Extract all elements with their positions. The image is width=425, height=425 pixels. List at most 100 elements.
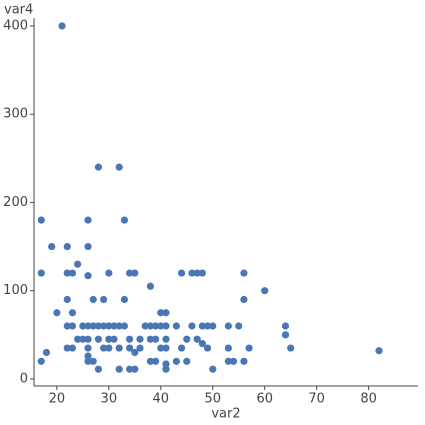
x-tick-label: 70: [308, 392, 325, 407]
point: [375, 347, 383, 355]
point: [37, 357, 45, 365]
point: [198, 340, 206, 348]
point: [84, 344, 92, 352]
point: [183, 357, 191, 365]
point: [131, 365, 139, 373]
point: [157, 322, 165, 330]
point: [172, 322, 180, 330]
x-tick-label: 20: [49, 392, 66, 407]
point: [53, 309, 61, 317]
point: [94, 322, 103, 330]
point: [198, 322, 206, 330]
point: [68, 269, 77, 277]
point: [151, 322, 160, 330]
point: [37, 216, 45, 224]
point: [162, 322, 170, 330]
point: [172, 357, 180, 365]
point: [63, 269, 71, 277]
point: [74, 260, 82, 268]
point: [141, 322, 149, 330]
point: [151, 335, 160, 343]
point: [126, 335, 134, 343]
point: [94, 365, 103, 373]
point: [68, 309, 77, 317]
point: [126, 365, 134, 373]
point: [224, 357, 232, 365]
point: [203, 322, 212, 330]
point: [68, 344, 77, 352]
point: [287, 344, 295, 352]
point: [162, 360, 170, 368]
point: [162, 335, 170, 343]
point: [94, 163, 103, 171]
point: [105, 269, 113, 277]
point: [240, 295, 248, 304]
point: [146, 357, 154, 365]
point: [68, 322, 77, 330]
point: [146, 335, 154, 343]
point: [193, 269, 201, 277]
y-tick-label: 100: [3, 283, 28, 298]
point: [261, 287, 269, 295]
point: [235, 322, 243, 330]
point: [245, 344, 253, 352]
point: [84, 272, 92, 280]
point: [224, 344, 232, 352]
point: [162, 365, 170, 373]
point: [63, 295, 71, 304]
y-tick-label: 400: [3, 18, 28, 33]
point: [84, 357, 92, 365]
point: [177, 344, 186, 352]
point: [63, 322, 71, 330]
point: [84, 322, 92, 330]
point: [94, 335, 103, 343]
point: [183, 335, 191, 343]
point: [203, 344, 212, 352]
point: [146, 322, 154, 330]
point: [157, 344, 165, 352]
point: [42, 348, 51, 357]
point: [100, 295, 108, 304]
point: [115, 322, 123, 330]
point: [136, 335, 144, 343]
y-tick-label: 300: [3, 107, 28, 122]
y-tick-label: 0: [20, 371, 28, 386]
x-tick-label: 40: [153, 392, 170, 407]
point: [58, 22, 66, 30]
point: [126, 269, 134, 277]
point: [110, 322, 118, 330]
point: [198, 269, 206, 277]
point: [240, 357, 248, 365]
point: [105, 322, 113, 330]
point: [281, 322, 290, 330]
point: [37, 269, 45, 277]
point: [224, 322, 232, 330]
point: [126, 344, 134, 352]
x-tick-label: 80: [360, 392, 377, 407]
point: [120, 295, 129, 304]
y-tick-label: 200: [3, 195, 28, 210]
point: [100, 322, 108, 330]
point: [209, 322, 217, 330]
point: [131, 269, 139, 277]
point: [105, 335, 113, 343]
point: [79, 322, 87, 330]
point: [151, 357, 160, 365]
point: [84, 352, 92, 360]
x-tick-label: 60: [256, 392, 273, 407]
point: [48, 242, 56, 251]
point: [157, 309, 165, 317]
point: [209, 365, 217, 373]
point: [162, 309, 170, 317]
point: [136, 344, 144, 352]
point: [100, 344, 108, 352]
point: [188, 322, 196, 330]
point: [110, 335, 118, 343]
x-tick-label: 50: [204, 392, 221, 407]
y-axis-label: var4: [4, 3, 33, 18]
point: [162, 344, 170, 352]
point: [188, 269, 196, 277]
x-tick-label: 30: [101, 392, 118, 407]
point: [229, 357, 238, 365]
